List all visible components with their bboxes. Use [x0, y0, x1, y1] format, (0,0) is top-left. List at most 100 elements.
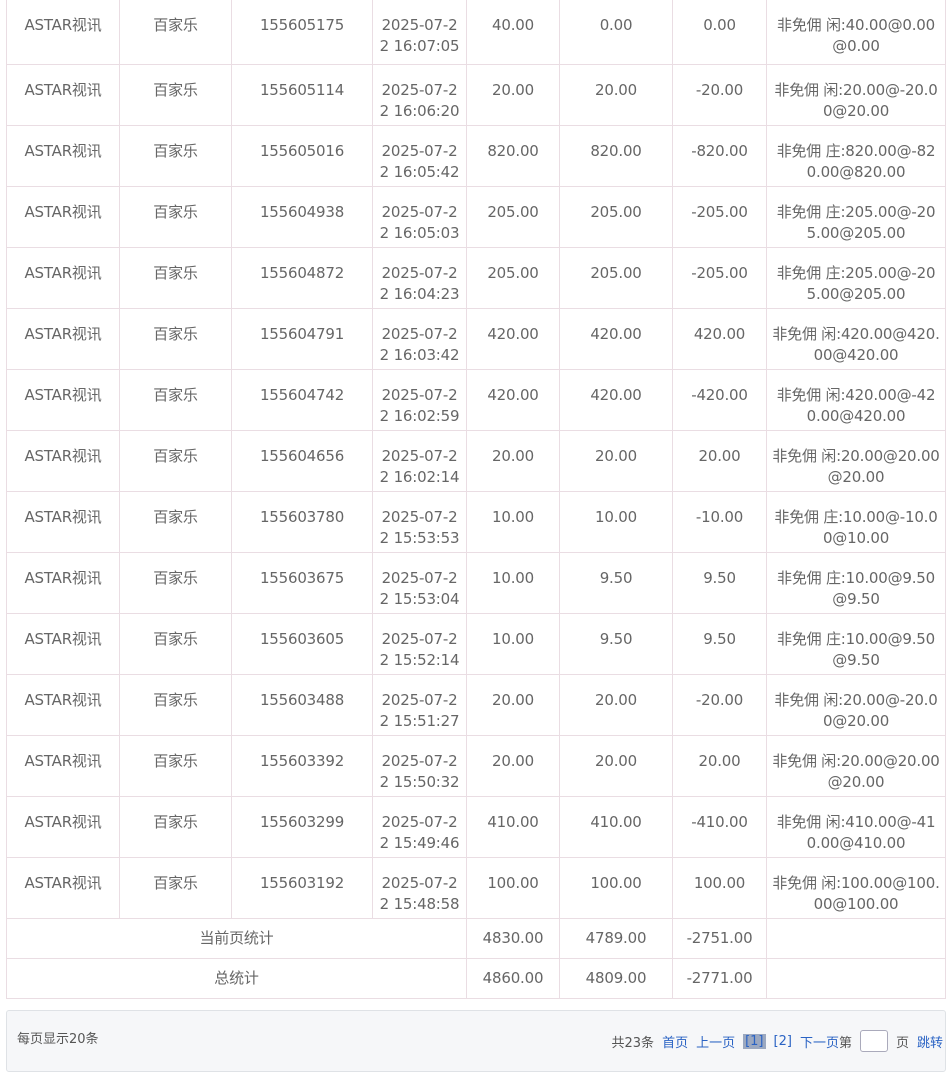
valid-amount-cell: 9.50 [559, 552, 673, 614]
summary-label: 当前页统计 [6, 918, 467, 959]
jump-button[interactable]: 跳转 [916, 1035, 943, 1051]
summary-empty [766, 918, 946, 959]
bet-amount-cell: 420.00 [466, 369, 560, 431]
bet-amount-cell: 420.00 [466, 308, 560, 370]
platform-cell: ASTAR视讯 [6, 552, 120, 614]
summary-valid-amount: 4809.00 [559, 958, 673, 999]
valid-amount-cell: 20.00 [559, 64, 673, 126]
game-cell: 百家乐 [119, 796, 232, 858]
table-row: ASTAR视讯 百家乐 155604791 2025-07-22 16:03:42 42… [6, 308, 946, 370]
total-summary-row: 总统计 4860.00 4809.00 -2771.00 [6, 958, 946, 999]
bet-id-cell: 155605016 [231, 125, 373, 187]
bet-time-cell: 2025-07-22 16:06:20 [372, 64, 467, 126]
bet-id-cell: 155604872 [231, 247, 373, 309]
win-loss-cell: 420.00 [672, 308, 767, 370]
table-row: ASTAR视讯 百家乐 155605175 2025-07-22 16:07:05 40… [6, 0, 946, 65]
valid-amount-cell: 205.00 [559, 186, 673, 248]
page-1-link[interactable]: [1] [743, 1033, 766, 1049]
bet-amount-cell: 20.00 [466, 430, 560, 492]
bet-id-cell: 155604791 [231, 308, 373, 370]
summary-bet-amount: 4860.00 [466, 958, 560, 999]
table-row: ASTAR视讯 百家乐 155603605 2025-07-22 15:52:14 10… [6, 613, 946, 675]
platform-cell: ASTAR视讯 [6, 674, 120, 736]
bet-time-cell: 2025-07-22 15:49:46 [372, 796, 467, 858]
bet-id-cell: 155603605 [231, 613, 373, 675]
game-cell: 百家乐 [119, 64, 232, 126]
bet-id-cell: 155603299 [231, 796, 373, 858]
table-row: ASTAR视讯 百家乐 155604872 2025-07-22 16:04:23 20… [6, 247, 946, 309]
bet-detail-cell: 非免佣 闲:420.00@420.00@420.00 [766, 308, 946, 370]
win-loss-cell: -820.00 [672, 125, 767, 187]
platform-cell: ASTAR视讯 [6, 369, 120, 431]
bet-time-cell: 2025-07-22 15:51:27 [372, 674, 467, 736]
bet-time-cell: 2025-07-22 16:05:42 [372, 125, 467, 187]
valid-amount-cell: 420.00 [559, 369, 673, 431]
bet-detail-cell: 非免佣 庄:205.00@-205.00@205.00 [766, 247, 946, 309]
bet-amount-cell: 40.00 [466, 0, 560, 65]
table-row: ASTAR视讯 百家乐 155603780 2025-07-22 15:53:53 10… [6, 491, 946, 553]
game-cell: 百家乐 [119, 674, 232, 736]
platform-cell: ASTAR视讯 [6, 125, 120, 187]
table-row: ASTAR视讯 百家乐 155603488 2025-07-22 15:51:27 20… [6, 674, 946, 736]
valid-amount-cell: 820.00 [559, 125, 673, 187]
goto-prefix: 第 [838, 1035, 852, 1051]
win-loss-cell: -205.00 [672, 186, 767, 248]
bet-time-cell: 2025-07-22 15:50:32 [372, 735, 467, 797]
page-2-link[interactable]: [2] [773, 1033, 792, 1049]
win-loss-cell: -205.00 [672, 247, 767, 309]
platform-cell: ASTAR视讯 [6, 735, 120, 797]
bet-amount-cell: 20.00 [466, 64, 560, 126]
win-loss-cell: -10.00 [672, 491, 767, 553]
bet-amount-cell: 10.00 [466, 552, 560, 614]
bet-id-cell: 155604656 [231, 430, 373, 492]
bet-amount-cell: 100.00 [466, 857, 560, 919]
game-cell: 百家乐 [119, 308, 232, 370]
table-row: ASTAR视讯 百家乐 155603392 2025-07-22 15:50:32 20… [6, 735, 946, 797]
bet-detail-cell: 非免佣 庄:10.00@9.50@9.50 [766, 552, 946, 614]
table-row: ASTAR视讯 百家乐 155603675 2025-07-22 15:53:04 10… [6, 552, 946, 614]
bet-detail-cell: 非免佣 庄:10.00@9.50@9.50 [766, 613, 946, 675]
bet-time-cell: 2025-07-22 16:05:03 [372, 186, 467, 248]
valid-amount-cell: 20.00 [559, 430, 673, 492]
win-loss-cell: 100.00 [672, 857, 767, 919]
first-page-link[interactable]: 首页 [662, 1035, 689, 1051]
table-row: ASTAR视讯 百家乐 155604656 2025-07-22 16:02:14 20… [6, 430, 946, 492]
bet-detail-cell: 非免佣 闲:20.00@20.00@20.00 [766, 430, 946, 492]
valid-amount-cell: 20.00 [559, 735, 673, 797]
game-cell: 百家乐 [119, 369, 232, 431]
summary-empty [766, 958, 946, 999]
game-cell: 百家乐 [119, 125, 232, 187]
game-cell: 百家乐 [119, 430, 232, 492]
valid-amount-cell: 410.00 [559, 796, 673, 858]
next-page-link[interactable]: 下一页 [799, 1035, 839, 1051]
bet-time-cell: 2025-07-22 16:03:42 [372, 308, 467, 370]
table-row: ASTAR视讯 百家乐 155605016 2025-07-22 16:05:42 82… [6, 125, 946, 187]
win-loss-cell: 9.50 [672, 613, 767, 675]
bet-id-cell: 155605175 [231, 0, 373, 65]
bet-amount-cell: 205.00 [466, 247, 560, 309]
win-loss-cell: -20.00 [672, 64, 767, 126]
bet-id-cell: 155605114 [231, 64, 373, 126]
table-row: ASTAR视讯 百家乐 155604938 2025-07-22 16:05:03 20… [6, 186, 946, 248]
platform-cell: ASTAR视讯 [6, 0, 120, 65]
table-row: ASTAR视讯 百家乐 155605114 2025-07-22 16:06:20 20… [6, 64, 946, 126]
game-cell: 百家乐 [119, 247, 232, 309]
table-row: ASTAR视讯 百家乐 155604742 2025-07-22 16:02:59 42… [6, 369, 946, 431]
bet-records-table: ASTAR视讯 百家乐 155605175 2025-07-22 16:07:05 40… [6, 0, 946, 999]
valid-amount-cell: 20.00 [559, 674, 673, 736]
bet-id-cell: 155603675 [231, 552, 373, 614]
bet-amount-cell: 410.00 [466, 796, 560, 858]
bet-detail-cell: 非免佣 闲:20.00@-20.00@20.00 [766, 64, 946, 126]
prev-page-link[interactable]: 上一页 [696, 1035, 736, 1051]
bet-detail-cell: 非免佣 闲:20.00@-20.00@20.00 [766, 674, 946, 736]
per-page-label: 每页显示20条 [17, 1032, 99, 1047]
platform-cell: ASTAR视讯 [6, 64, 120, 126]
bet-amount-cell: 10.00 [466, 613, 560, 675]
bet-id-cell: 155603488 [231, 674, 373, 736]
valid-amount-cell: 10.00 [559, 491, 673, 553]
pagination-nav: 共23条 首页 上一页 [1] [2] 下一页 第 页 跳转 [612, 1030, 943, 1052]
platform-cell: ASTAR视讯 [6, 247, 120, 309]
page-number-input[interactable] [859, 1030, 888, 1052]
valid-amount-cell: 100.00 [559, 857, 673, 919]
bet-time-cell: 2025-07-22 16:07:05 [372, 0, 467, 65]
